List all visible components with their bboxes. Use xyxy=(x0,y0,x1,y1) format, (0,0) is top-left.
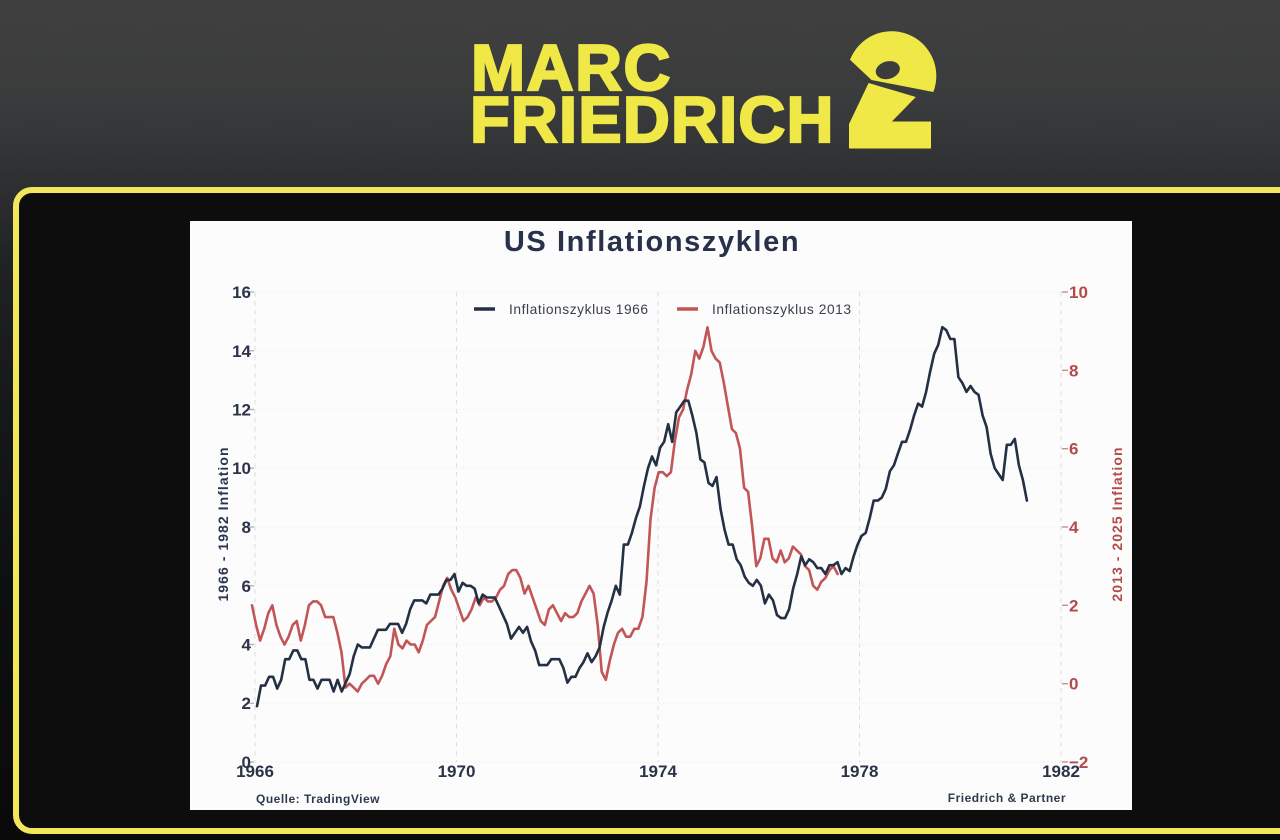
svg-text:0: 0 xyxy=(1069,675,1078,694)
svg-text:Friedrich & Partner: Friedrich & Partner xyxy=(948,791,1066,805)
svg-text:1978: 1978 xyxy=(841,762,879,781)
svg-text:1982: 1982 xyxy=(1042,762,1080,781)
svg-text:1970: 1970 xyxy=(438,762,476,781)
svg-text:1966 - 1982 Inflation: 1966 - 1982 Inflation xyxy=(215,446,231,601)
svg-text:0: 0 xyxy=(242,753,251,772)
svg-text:Inflationszyklus 1966: Inflationszyklus 1966 xyxy=(509,302,649,317)
svg-text:4: 4 xyxy=(242,636,252,655)
svg-text:10: 10 xyxy=(1069,283,1088,302)
svg-text:4: 4 xyxy=(1069,518,1079,537)
svg-text:8: 8 xyxy=(242,518,251,537)
svg-text:1974: 1974 xyxy=(639,762,677,781)
svg-text:2: 2 xyxy=(1069,596,1078,615)
svg-text:14: 14 xyxy=(232,342,251,361)
svg-text:US Inflationszyklen: US Inflationszyklen xyxy=(504,226,800,258)
svg-text:10: 10 xyxy=(232,459,251,478)
svg-text:Quelle: TradingView: Quelle: TradingView xyxy=(256,792,380,806)
svg-text:1966: 1966 xyxy=(236,762,274,781)
svg-text:8: 8 xyxy=(1069,361,1078,380)
svg-text:−2: −2 xyxy=(1069,753,1088,772)
svg-text:6: 6 xyxy=(242,577,251,596)
svg-text:6: 6 xyxy=(1069,440,1078,459)
svg-text:2: 2 xyxy=(242,694,251,713)
svg-text:Inflationszyklus 2013: Inflationszyklus 2013 xyxy=(712,302,852,317)
svg-text:2013 - 2025 Inflation: 2013 - 2025 Inflation xyxy=(1109,446,1125,601)
svg-text:16: 16 xyxy=(232,283,251,302)
svg-text:12: 12 xyxy=(232,401,251,420)
